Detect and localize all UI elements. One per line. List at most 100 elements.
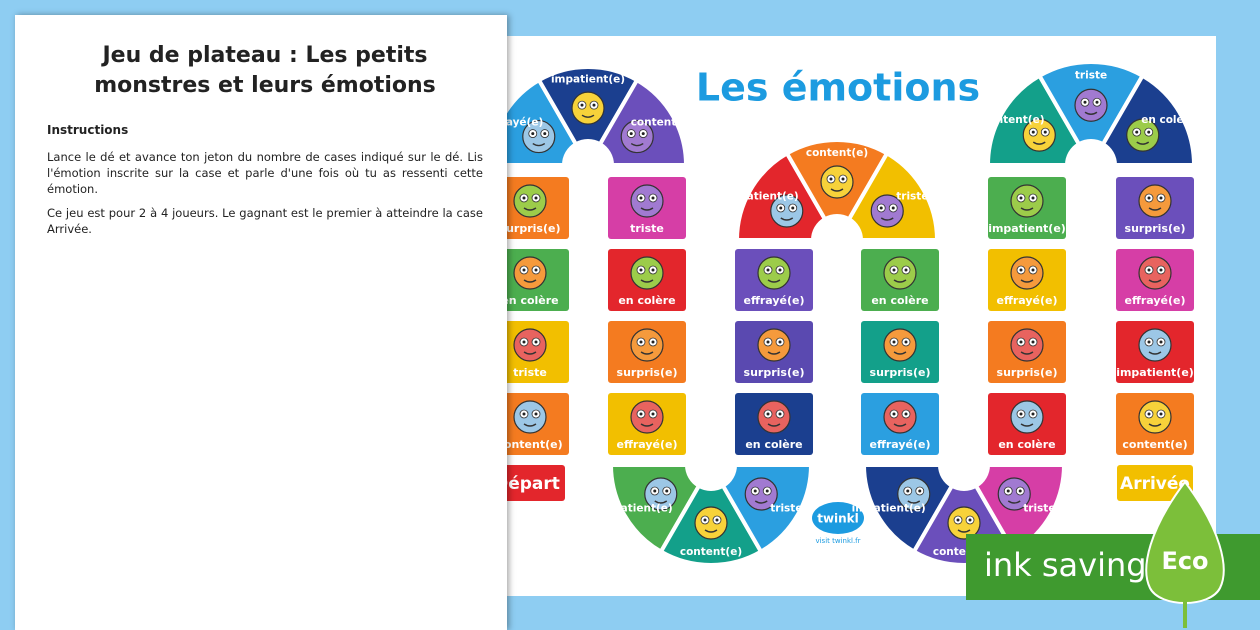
mouth xyxy=(1020,279,1034,283)
mouth xyxy=(767,351,781,355)
pupil xyxy=(1159,340,1163,344)
monster-face xyxy=(1022,118,1056,152)
pupil xyxy=(1019,268,1023,272)
monster-face xyxy=(1126,118,1160,152)
tile-label: surpris(e) xyxy=(500,222,561,235)
pupil xyxy=(592,103,596,107)
pupil xyxy=(1147,340,1151,344)
mouth xyxy=(1020,423,1034,427)
tile-label: content(e) xyxy=(631,116,693,128)
pupil xyxy=(1019,340,1023,344)
eco-leaf: Eco xyxy=(1145,480,1225,628)
pupil xyxy=(778,340,782,344)
monster-face xyxy=(513,328,547,362)
monster-face xyxy=(522,119,556,154)
pupil xyxy=(580,103,584,107)
pupil xyxy=(1031,196,1035,200)
pupil xyxy=(1083,100,1087,104)
tiles: effrayé(e) impatient(e) content(e) surpris(… xyxy=(485,60,1197,567)
pupil xyxy=(892,268,896,272)
mouth xyxy=(767,279,781,283)
monster-face xyxy=(1138,256,1172,290)
tile-label: surpris(e) xyxy=(617,366,678,379)
pupil xyxy=(879,206,883,210)
mouth xyxy=(654,500,668,504)
monster-face xyxy=(630,328,664,362)
monster-face xyxy=(1138,184,1172,218)
mouth xyxy=(640,279,654,283)
pupil xyxy=(522,340,526,344)
pupil xyxy=(1031,340,1035,344)
pupil xyxy=(1031,412,1035,416)
tile-label: impatient(e) xyxy=(599,503,673,515)
monster-face xyxy=(757,256,791,290)
mouth xyxy=(780,217,794,221)
pupil xyxy=(665,489,669,493)
monster-face xyxy=(947,506,981,540)
mouth xyxy=(523,279,537,283)
pupil xyxy=(1147,268,1151,272)
pupil xyxy=(651,196,655,200)
pupil xyxy=(1159,268,1163,272)
pupil xyxy=(1043,130,1047,134)
badge-eco: Eco xyxy=(1161,547,1208,575)
monster-face xyxy=(513,256,547,290)
tile-label: content(e) xyxy=(806,147,868,159)
pupil xyxy=(1159,196,1163,200)
monster-face xyxy=(513,184,547,218)
tile-label: surpris(e) xyxy=(870,366,931,379)
pupil xyxy=(968,518,972,522)
badge-text: ink saving xyxy=(984,546,1147,584)
tile-label: effrayé(e) xyxy=(1124,294,1185,307)
pupil xyxy=(534,412,538,416)
pupil xyxy=(651,268,655,272)
monster-face xyxy=(630,184,664,218)
tile-label: Arrivée xyxy=(1120,474,1190,494)
monster-face xyxy=(571,91,605,125)
monster-face xyxy=(820,165,854,199)
monster-face xyxy=(757,400,791,434)
tile-label: triste xyxy=(513,366,547,379)
pupil xyxy=(715,518,719,522)
tile xyxy=(489,465,565,501)
tile-label: content(e) xyxy=(982,114,1044,126)
mouth xyxy=(523,351,537,355)
pupil xyxy=(534,340,538,344)
mouth xyxy=(523,423,537,427)
pupil xyxy=(1159,412,1163,416)
monster-face xyxy=(883,256,917,290)
pupil xyxy=(841,177,845,181)
tile-label: effrayé(e) xyxy=(743,294,804,307)
mouth xyxy=(532,142,546,147)
monster-face xyxy=(744,477,778,511)
pupil xyxy=(522,412,526,416)
mouth xyxy=(893,351,907,355)
instructions-sheet: Jeu de plateau : Les petits monstres et … xyxy=(15,15,507,630)
mouth xyxy=(1148,423,1162,427)
monster-face xyxy=(757,328,791,362)
mouth xyxy=(893,279,907,283)
tile-label: surpris(e) xyxy=(744,366,805,379)
monster-face xyxy=(883,400,917,434)
tile-label: content(e) xyxy=(1122,438,1187,451)
tile-label: impatient(e) xyxy=(1116,366,1194,379)
tile-label: en colère xyxy=(501,294,558,307)
mouth xyxy=(830,188,844,192)
tile-label: effrayé(e) xyxy=(869,438,930,451)
mouth xyxy=(1136,141,1150,145)
pupil xyxy=(1147,196,1151,200)
pupil xyxy=(829,177,833,181)
mouth xyxy=(640,351,654,355)
pupil xyxy=(651,412,655,416)
pupil xyxy=(1135,130,1139,134)
pupil xyxy=(653,489,657,493)
logo: twinkl visit twinkl.fr xyxy=(812,502,864,545)
tile-label: triste xyxy=(770,503,802,515)
tile-label: surpris(e) xyxy=(997,366,1058,379)
pupil xyxy=(1031,268,1035,272)
tile-label: triste xyxy=(630,222,664,235)
mouth xyxy=(880,217,894,221)
pupil xyxy=(522,196,526,200)
